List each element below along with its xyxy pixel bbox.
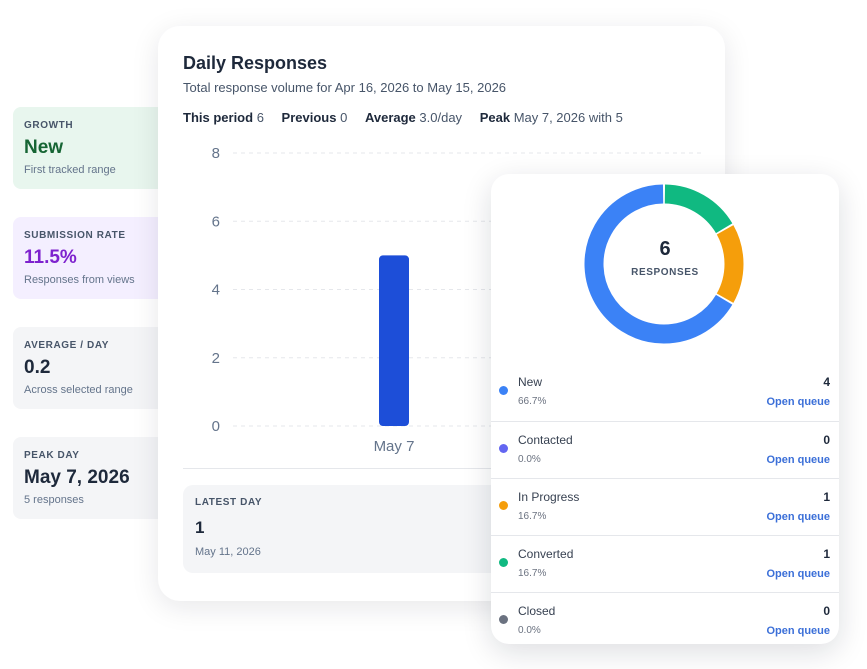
status-row-contacted: Contacted 0.0% 0 Open queue [491,421,839,478]
metric-this-period: This period 6 [183,110,264,125]
status-dot [499,444,508,453]
open-queue-link-contacted[interactable]: Open queue [766,454,830,466]
status-percent: 0.0% [518,454,541,465]
donut-segment-in-progress[interactable] [716,225,744,303]
stat-value: 11.5% [24,247,77,268]
status-percent: 0.0% [518,625,541,636]
stat-label: GROWTH [24,120,74,131]
status-row-in-progress: In Progress 16.7% 1 Open queue [491,478,839,535]
daily-responses-bar-chart: 0 2 4 6 8 May 7 [212,145,703,455]
card-subtitle: Total response volume for Apr 16, 2026 t… [183,80,507,95]
donut-segment-new[interactable] [584,184,733,344]
donut-segment-converted[interactable] [664,184,733,234]
status-name: In Progress [518,490,580,504]
status-dot [499,615,508,624]
stat-sub: Responses from views [24,274,135,286]
stat-sub: Across selected range [24,384,133,396]
status-breakdown-card: 6 RESPONSES New 66.7% 4 Open queue Conta… [491,174,839,644]
status-count: 0 [823,433,830,447]
status-dot [499,386,508,395]
status-count: 1 [823,490,830,504]
status-name: Converted [518,547,574,561]
stat-sub: 5 responses [24,494,84,506]
donut-label: RESPONSES [631,267,699,278]
stat-label: SUBMISSION RATE [24,230,126,241]
stat-value: New [24,137,64,158]
status-percent: 16.7% [518,568,547,579]
divider [183,468,703,469]
stat-card-average-day: AVERAGE / DAY 0.2 Across selected range [13,327,173,409]
status-dot [499,558,508,567]
stat-value: May 7, 2026 [24,467,130,488]
latest-label: LATEST DAY [195,497,263,508]
status-row-closed: Closed 0.0% 0 Open queue [491,592,839,644]
card-title: Daily Responses [183,53,328,73]
donut-total: 6 [659,238,671,260]
status-dot [499,501,508,510]
x-tick-label: May 7 [374,438,415,455]
metrics-row: This period 6 Previous 0 Average 3.0/day… [183,110,637,125]
open-queue-link-in-progress[interactable]: Open queue [766,511,830,523]
bar-may-7[interactable] [379,255,409,426]
metric-peak: Peak May 7, 2026 with 5 [479,110,623,125]
stat-value: 0.2 [24,357,51,378]
status-count: 1 [823,547,830,561]
status-name: Closed [518,604,556,618]
stat-card-peak-day: PEAK DAY May 7, 2026 5 responses [13,437,173,519]
stat-card-submission-rate: SUBMISSION RATE 11.5% Responses from vie… [13,217,173,299]
y-tick-label: 0 [212,418,220,435]
status-percent: 66.7% [518,396,547,407]
metric-average: Average 3.0/day [364,110,463,125]
stat-label: AVERAGE / DAY [24,340,110,351]
y-tick-label: 6 [212,213,220,230]
stat-card-growth: GROWTH New First tracked range [13,107,173,189]
status-name: Contacted [518,433,573,447]
open-queue-link-new[interactable]: Open queue [766,396,830,408]
y-tick-label: 2 [212,350,220,367]
latest-date: May 11, 2026 [195,546,261,558]
stat-sub: First tracked range [24,164,116,176]
latest-day-card: LATEST DAY 1 May 11, 2026 [183,485,503,573]
status-count: 4 [823,375,830,389]
status-list: New 66.7% 4 Open queue Contacted 0.0% 0 … [491,364,839,644]
status-name: New [518,375,543,389]
status-row-converted: Converted 16.7% 1 Open queue [491,535,839,592]
responses-donut-chart [584,184,744,344]
y-tick-label: 8 [212,145,220,162]
status-percent: 16.7% [518,511,547,522]
open-queue-link-converted[interactable]: Open queue [766,568,830,580]
status-row-new: New 66.7% 4 Open queue [491,364,839,421]
status-count: 0 [823,604,830,618]
y-tick-label: 4 [212,282,220,299]
latest-value: 1 [195,518,205,537]
stat-label: PEAK DAY [24,450,80,461]
metric-previous: Previous 0 [281,110,348,125]
open-queue-link-closed[interactable]: Open queue [766,625,830,637]
